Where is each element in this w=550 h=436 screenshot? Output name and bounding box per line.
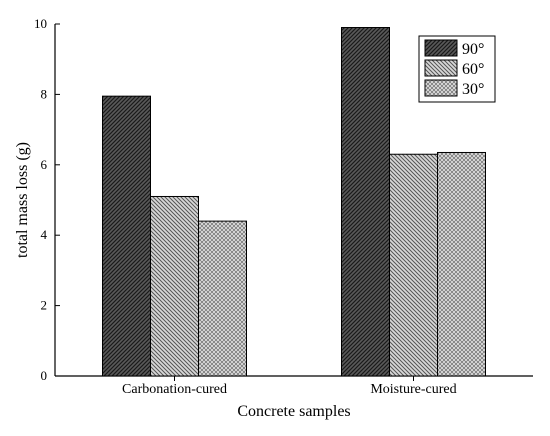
y-axis-title: total mass loss (g): [14, 142, 31, 258]
y-tick-label: 10: [34, 16, 47, 31]
x-tick-label: Carbonation-cured: [122, 382, 227, 397]
bar: [341, 27, 390, 377]
legend-label: 60°: [462, 61, 484, 78]
x-tick-label: Moisture-cured: [370, 382, 456, 397]
y-tick-label: 8: [41, 86, 48, 101]
bar: [102, 95, 151, 377]
y-axis-ticks: 0 2 4 6 8 10: [34, 16, 60, 383]
y-tick-label: 0: [41, 368, 48, 383]
x-axis-title: Concrete samples: [237, 403, 350, 420]
legend-label: 90°: [462, 41, 484, 58]
bar: [389, 153, 438, 377]
y-tick-label: 4: [41, 227, 48, 242]
bars-group: [102, 27, 486, 377]
legend: 90° 60° 30°: [418, 35, 496, 103]
x-axis-ticks: Carbonation-cured Moisture-cured: [122, 376, 457, 397]
bar: [437, 151, 486, 377]
legend-swatch: [424, 79, 458, 97]
legend-swatch: [424, 59, 458, 77]
y-tick-label: 6: [41, 157, 48, 172]
legend-swatch: [424, 39, 458, 57]
bar: [150, 195, 199, 377]
legend-label: 30°: [462, 81, 484, 98]
bar: [198, 220, 247, 377]
y-tick-label: 2: [41, 298, 48, 313]
